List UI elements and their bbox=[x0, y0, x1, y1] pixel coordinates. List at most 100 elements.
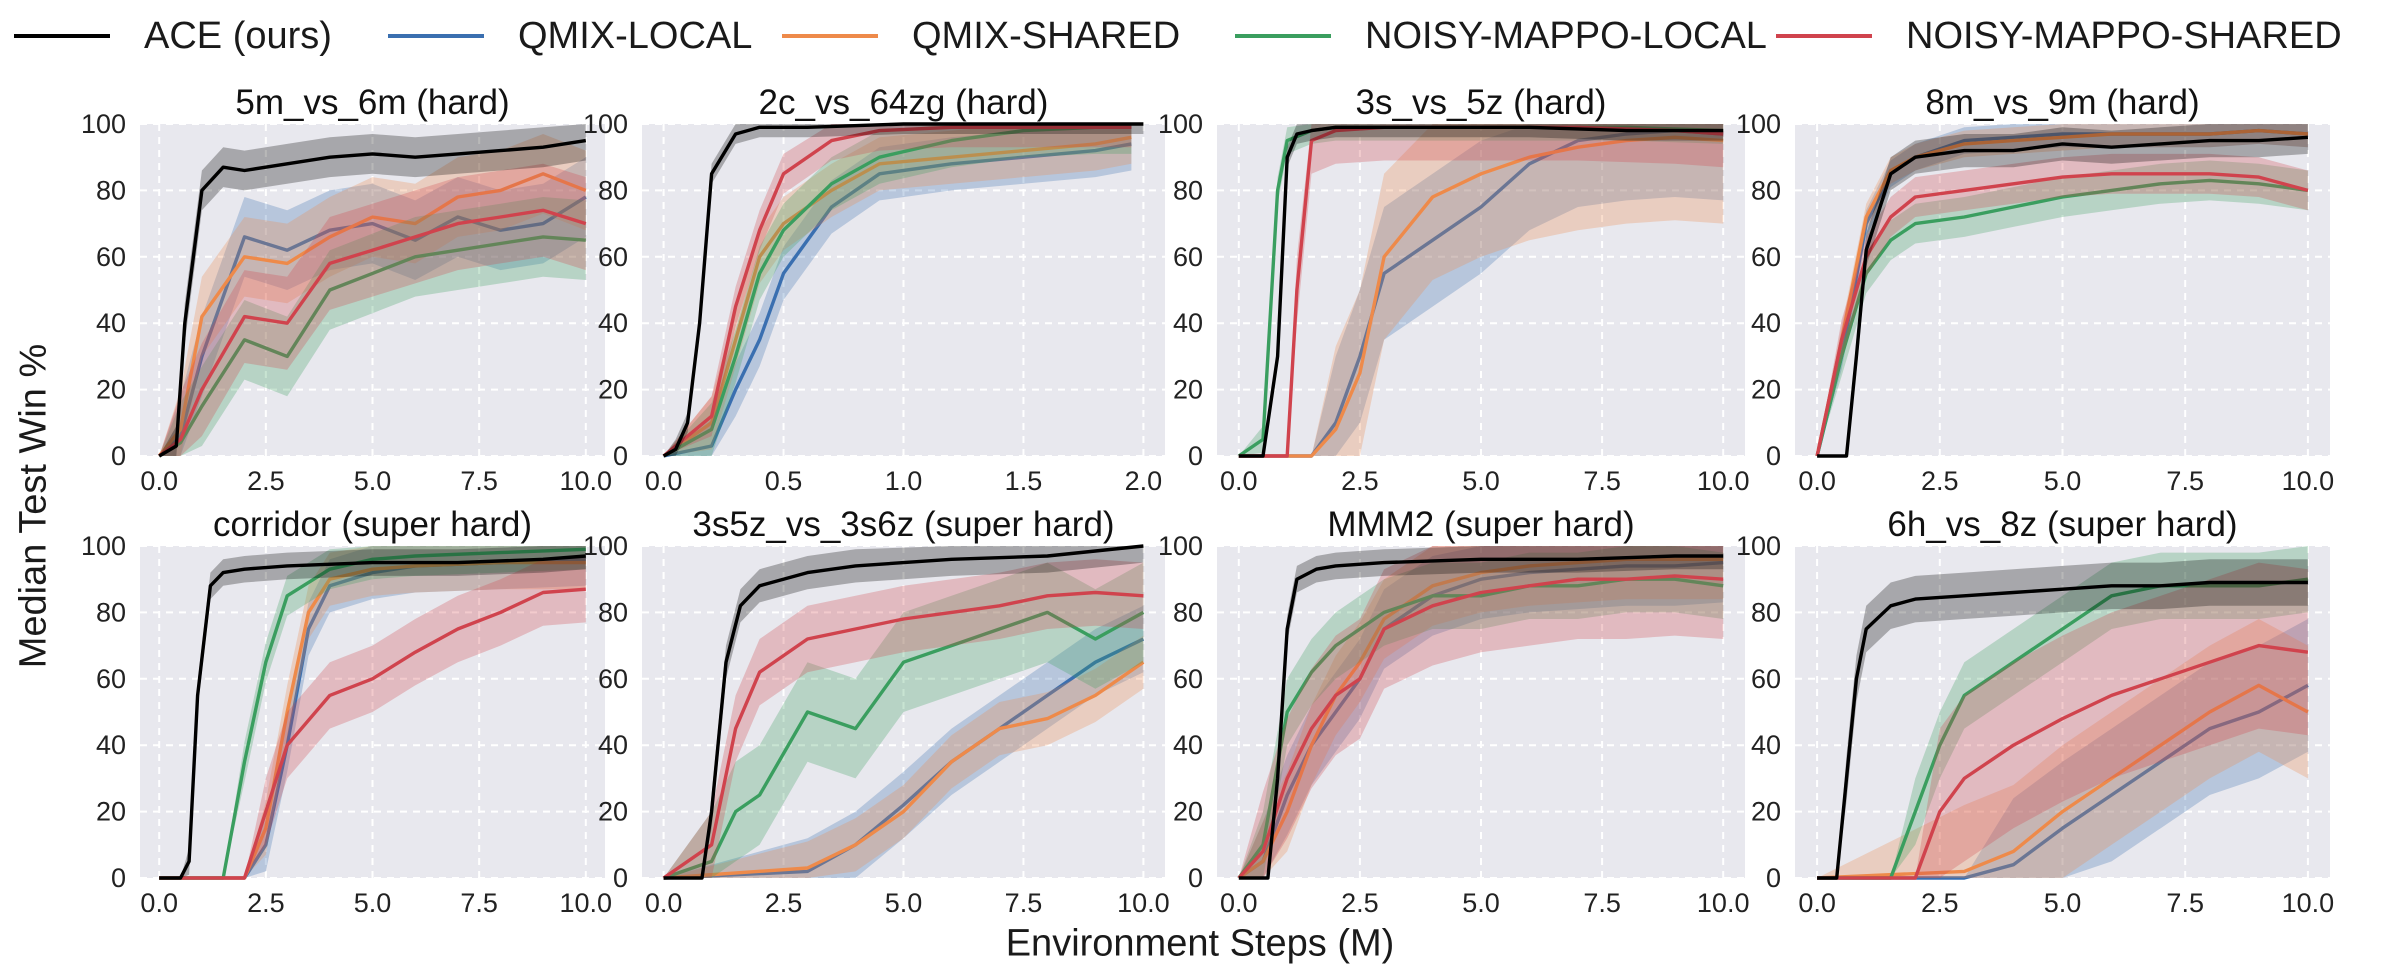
x-tick-label: 10.0 bbox=[560, 888, 613, 918]
panel-2c-vs-64zg-hard: 0.0 0.5 1.0 1.5 2.0 0 20 40 60 80 100 2c_vs_64zg (h… bbox=[583, 83, 1165, 496]
y-tick-label: 0 bbox=[613, 863, 628, 893]
x-tick-label: 7.5 bbox=[2166, 888, 2204, 918]
series-line-noisy-mappo-local bbox=[1817, 577, 2309, 880]
series-line-noisy-mappo-shared bbox=[1237, 574, 1724, 880]
series-line-noisy-mappo-local bbox=[159, 547, 586, 880]
x-tick-label: 5.0 bbox=[354, 466, 392, 496]
y-tick-label: 40 bbox=[1751, 308, 1781, 338]
y-tick-label: 0 bbox=[1766, 863, 1781, 893]
series-line-noisy-mappo-shared bbox=[159, 587, 586, 880]
y-tick-label: 100 bbox=[1158, 531, 1203, 561]
series-line-ace-ours bbox=[662, 122, 1144, 458]
y-tick-label: 80 bbox=[96, 175, 126, 205]
x-tick-label: 2.5 bbox=[1341, 888, 1379, 918]
x-tick-label: 2.5 bbox=[247, 888, 285, 918]
legend-label-qmix-local: QMIX-LOCAL bbox=[518, 14, 753, 57]
x-tick-label: 10.0 bbox=[2282, 466, 2335, 496]
x-tick-label: 5.0 bbox=[1462, 466, 1500, 496]
series-band-noisy-mappo-shared bbox=[159, 163, 586, 457]
legend-item-mappo-local: NOISY-MAPPO-LOCAL bbox=[1235, 8, 1767, 64]
series-line-qmix-shared bbox=[157, 172, 587, 458]
series-band-qmix-shared bbox=[1817, 619, 2308, 878]
x-tick-label: 2.5 bbox=[1341, 466, 1379, 496]
x-tick-label: 0.0 bbox=[140, 888, 178, 918]
y-tick-label: 60 bbox=[1751, 242, 1781, 272]
y-tick-label: 100 bbox=[1736, 109, 1781, 139]
panel-title: 3s5z_vs_3s6z (super hard) bbox=[692, 505, 1114, 544]
x-tick-label: 10.0 bbox=[2282, 888, 2335, 918]
series-band-noisy-mappo-shared bbox=[1238, 546, 1724, 878]
series-band-qmix-shared bbox=[663, 124, 1132, 456]
x-tick-label: 0.0 bbox=[1798, 466, 1836, 496]
y-tick-label: 20 bbox=[1751, 375, 1781, 405]
y-tick-label: 100 bbox=[1736, 531, 1781, 561]
series-band-qmix-shared bbox=[663, 635, 1144, 878]
x-tick-label: 0.0 bbox=[1220, 466, 1258, 496]
y-tick-label: 60 bbox=[598, 242, 628, 272]
x-tick-label: 5.0 bbox=[885, 888, 923, 918]
y-tick-label: 40 bbox=[1173, 730, 1203, 760]
series-line-ace-ours bbox=[1817, 580, 2308, 880]
y-tick-label: 60 bbox=[1751, 664, 1781, 694]
panel-title: 8m_vs_9m (hard) bbox=[1925, 83, 2199, 122]
y-tick-label: 20 bbox=[598, 375, 628, 405]
series-band-noisy-mappo-shared bbox=[1817, 153, 2308, 456]
x-tick-label: 7.5 bbox=[1005, 888, 1043, 918]
series-band-ace-ours bbox=[1817, 559, 2308, 878]
panel-6h-vs-8z-super-hard: 0.0 2.5 5.0 7.5 10.0 0 20 40 60 80 100 6h_vs_8z (su… bbox=[1736, 505, 2334, 918]
series-band-noisy-mappo-shared bbox=[159, 556, 586, 878]
series-band-noisy-mappo-local bbox=[159, 197, 586, 456]
x-tick-label: 5.0 bbox=[2044, 888, 2082, 918]
y-tick-label: 80 bbox=[1751, 175, 1781, 205]
panel-corridor-super-hard: 0.0 2.5 5.0 7.5 10.0 0 20 40 60 80 100 corridor (su… bbox=[81, 505, 612, 918]
series-line-ace-ours bbox=[158, 138, 587, 458]
series-line-ace-ours bbox=[159, 554, 586, 880]
y-tick-label: 20 bbox=[96, 375, 126, 405]
panel-title: corridor (super hard) bbox=[213, 505, 532, 544]
y-tick-label: 100 bbox=[81, 531, 126, 561]
panel-5m-vs-6m-hard: 0.0 2.5 5.0 7.5 10.0 0 20 40 60 80 100 5m_vs_6m (ha… bbox=[81, 83, 612, 496]
series-band-qmix-local bbox=[159, 157, 586, 456]
x-tick-label: 7.5 bbox=[460, 888, 498, 918]
series-line-noisy-mappo-local bbox=[663, 610, 1145, 880]
y-tick-label: 20 bbox=[1751, 797, 1781, 827]
x-tick-label: 0.0 bbox=[1798, 888, 1836, 918]
series-line-noisy-mappo-local bbox=[1815, 178, 2309, 457]
y-tick-label: 60 bbox=[96, 242, 126, 272]
series-line-ace-ours bbox=[1238, 554, 1724, 880]
y-tick-label: 80 bbox=[1173, 597, 1203, 627]
x-tick-label: 0.5 bbox=[765, 466, 803, 496]
x-tick-label: 2.0 bbox=[1125, 466, 1163, 496]
x-tick-label: 5.0 bbox=[2044, 466, 2082, 496]
series-band-ace-ours bbox=[159, 124, 586, 456]
x-tick-label: 2.5 bbox=[1921, 466, 1959, 496]
y-tick-label: 60 bbox=[598, 664, 628, 694]
series-line-qmix-local bbox=[1817, 683, 2309, 880]
x-tick-label: 2.5 bbox=[247, 466, 285, 496]
y-tick-label: 0 bbox=[1188, 863, 1203, 893]
series-band-qmix-local bbox=[663, 605, 1144, 878]
y-tick-label: 20 bbox=[598, 797, 628, 827]
y-tick-label: 20 bbox=[1173, 797, 1203, 827]
x-tick-label: 2.5 bbox=[1921, 888, 1959, 918]
series-band-qmix-local bbox=[1817, 619, 2308, 878]
y-tick-label: 100 bbox=[583, 531, 628, 561]
x-tick-label: 7.5 bbox=[1583, 466, 1621, 496]
series-line-noisy-mappo-shared bbox=[1817, 643, 2309, 880]
series-line-ace-ours bbox=[1238, 125, 1724, 458]
series-line-qmix-shared bbox=[662, 135, 1132, 458]
y-tick-label: 0 bbox=[1766, 441, 1781, 471]
x-tick-label: 0.0 bbox=[645, 888, 683, 918]
y-axis-label: Median Test Win % bbox=[12, 343, 55, 669]
series-band-noisy-mappo-local bbox=[1817, 160, 2308, 456]
x-tick-label: 5.0 bbox=[1462, 888, 1500, 918]
y-tick-label: 0 bbox=[1188, 441, 1203, 471]
y-tick-label: 0 bbox=[111, 863, 126, 893]
legend-swatch-mappo-shared bbox=[1776, 34, 1872, 38]
x-tick-label: 5.0 bbox=[354, 888, 392, 918]
y-tick-label: 60 bbox=[1173, 664, 1203, 694]
series-line-noisy-mappo-local bbox=[158, 235, 586, 458]
x-tick-label: 7.5 bbox=[1583, 888, 1621, 918]
y-tick-label: 80 bbox=[96, 597, 126, 627]
